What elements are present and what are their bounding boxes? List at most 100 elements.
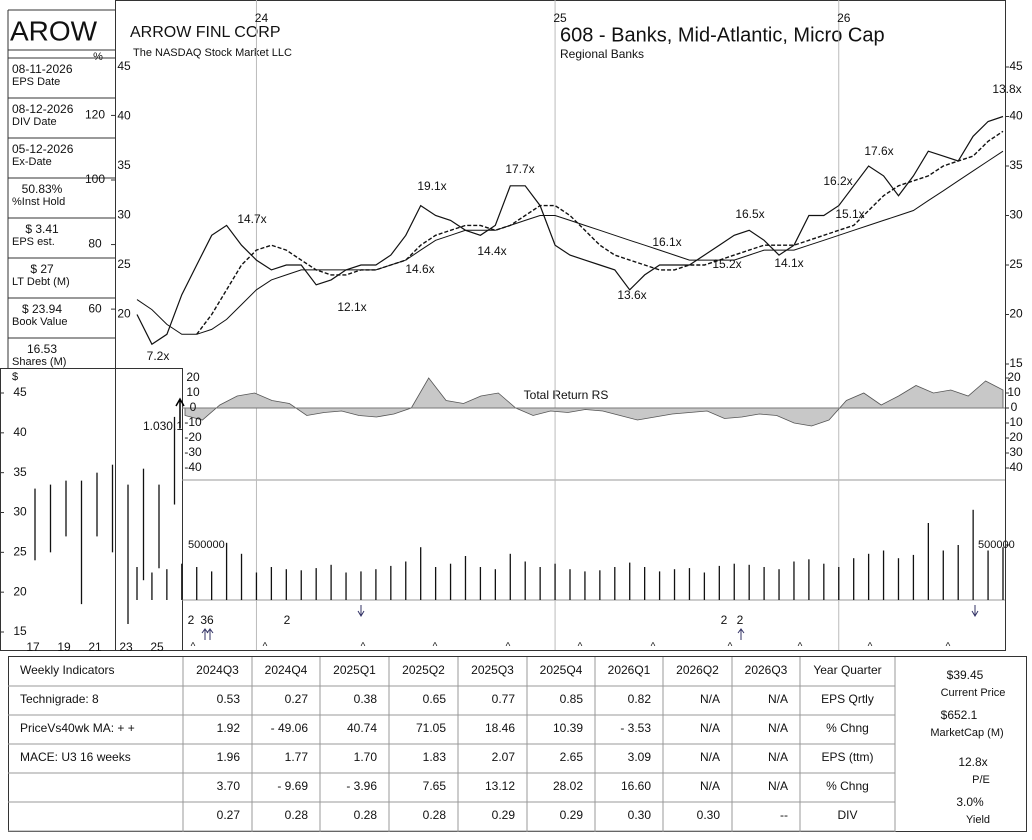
table-cell: 1.96	[217, 750, 241, 764]
table-cell: - 49.06	[271, 721, 309, 735]
inset-x-label: 23	[119, 640, 133, 654]
pe-annotation: 14.6x	[405, 262, 434, 276]
summary-label: P/E	[972, 774, 990, 786]
table-cell: 0.28	[423, 808, 447, 822]
summary-value: 12.8x	[958, 755, 987, 769]
pe-annotation: 16.5x	[735, 207, 764, 221]
sidebar-label: Ex-Date	[12, 156, 52, 168]
table-cell: 2025Q4	[540, 663, 583, 677]
rs-tick-label: 20	[186, 370, 200, 384]
price-line	[136, 150, 1004, 335]
inset-axis-label: $	[12, 371, 18, 383]
table-cell: 1.92	[217, 721, 241, 735]
table-cell: 1.77	[285, 750, 309, 764]
summary-label: Current Price	[941, 687, 1006, 699]
y-tick-label-left: 40	[117, 109, 131, 123]
pe-annotation: 7.2x	[147, 349, 170, 363]
sidebar-value: 08-12-2026	[12, 102, 74, 116]
down-arrow	[971, 605, 979, 617]
table-cell: N/A	[768, 721, 788, 735]
caret: ^	[798, 642, 803, 653]
caret: ^	[263, 642, 268, 653]
marker-count: 2	[284, 613, 291, 627]
table-cell: 0.38	[354, 692, 378, 706]
percent-sign: %	[93, 51, 103, 63]
y-tick-label: 35	[1009, 158, 1023, 172]
table-cell: - 9.69	[277, 779, 308, 793]
x-tick-label: 26	[837, 11, 851, 25]
table-cell: 10.39	[553, 721, 583, 735]
pe-annotation: 14.4x	[477, 244, 506, 258]
caret: ^	[946, 642, 951, 653]
table-cell: Weekly Indicators	[20, 663, 114, 677]
table-cell: 0.77	[492, 692, 516, 706]
y2-tick-label: 60	[88, 301, 102, 315]
pe-annotation: 13.6x	[617, 288, 646, 302]
table-cell: Year Quarter	[813, 663, 881, 677]
rs-tick-label-right: -40	[1005, 460, 1023, 474]
rs-tick-label-right: 0	[1011, 400, 1018, 414]
rs-area	[184, 377, 1004, 427]
x-tick-label: 24	[255, 11, 269, 25]
caret: ^	[728, 642, 733, 653]
table-cell: 3.09	[628, 750, 652, 764]
sidebar-value: 05-12-2026	[12, 142, 74, 156]
table-cell: --	[780, 808, 788, 822]
table-cell: 2024Q4	[265, 663, 308, 677]
table-cell: 2026Q1	[608, 663, 651, 677]
sidebar-value: 16.53	[27, 342, 57, 356]
table-cell: N/A	[768, 750, 788, 764]
rs-tick-label: -40	[184, 460, 202, 474]
table-cell: 0.30	[628, 808, 652, 822]
y-tick-label-left: 25	[117, 257, 131, 271]
table-cell: N/A	[700, 750, 720, 764]
summary-label: Yield	[966, 814, 990, 826]
group: 608 - Banks, Mid-Atlantic, Micro Cap	[560, 24, 885, 46]
rs-title: Total Return RS	[524, 388, 609, 402]
table-cell: DIV	[837, 808, 857, 822]
sidebar-label: Book Value	[12, 316, 67, 328]
table-cell: PriceVs40wk MA: + +	[20, 721, 135, 735]
caret: ^	[578, 642, 583, 653]
table-cell: 13.12	[485, 779, 515, 793]
summary-value: $39.45	[947, 668, 984, 682]
inset-x-label: 19	[57, 640, 71, 654]
rs-tick-label-right: -30	[1005, 445, 1023, 459]
table-cell: 0.65	[423, 692, 447, 706]
table-cell: N/A	[768, 692, 788, 706]
pe-annotation: 19.1x	[417, 179, 446, 193]
up-arrow	[201, 628, 209, 640]
y-tick-label: 45	[1009, 59, 1023, 73]
table-cell: 7.65	[423, 779, 447, 793]
table-cell: 1.83	[423, 750, 447, 764]
table-cell: 40.74	[347, 721, 377, 735]
company-name: ARROW FINL CORP	[130, 24, 281, 41]
y-tick-label: 30	[1009, 208, 1023, 222]
rs-tick-label: 10	[186, 385, 200, 399]
rs-tick-label-right: 20	[1007, 370, 1021, 384]
sidebar-label: EPS Date	[12, 76, 60, 88]
table-cell: MACE: U3 16 weeks	[20, 750, 131, 764]
table-cell: 0.29	[560, 808, 584, 822]
pe-annotation: 13.8x	[992, 82, 1021, 96]
table-cell: % Chng	[826, 721, 869, 735]
y-tick-label: 20	[1009, 307, 1023, 321]
y2-tick-label: 100	[85, 172, 105, 186]
table-cell: 2026Q2	[676, 663, 719, 677]
table-cell: 0.27	[217, 808, 241, 822]
table-cell: Technigrade: 8	[20, 692, 99, 706]
rs-tick-label: 0	[190, 400, 197, 414]
volume-tick-label-right: 500000	[978, 539, 1015, 551]
rs-tick-label: -30	[184, 445, 202, 459]
price-line	[196, 130, 1004, 335]
table-cell: N/A	[768, 779, 788, 793]
table-cell: EPS (ttm)	[821, 750, 873, 764]
table-cell: 0.53	[217, 692, 241, 706]
table-cell: 28.02	[553, 779, 583, 793]
table-cell: 0.85	[560, 692, 584, 706]
marker-count: 2	[188, 613, 195, 627]
sidebar-label: EPS est.	[12, 236, 55, 248]
inset-annotation: 1.030.1	[143, 419, 183, 433]
sidebar-label: %Inst Hold	[12, 196, 65, 208]
